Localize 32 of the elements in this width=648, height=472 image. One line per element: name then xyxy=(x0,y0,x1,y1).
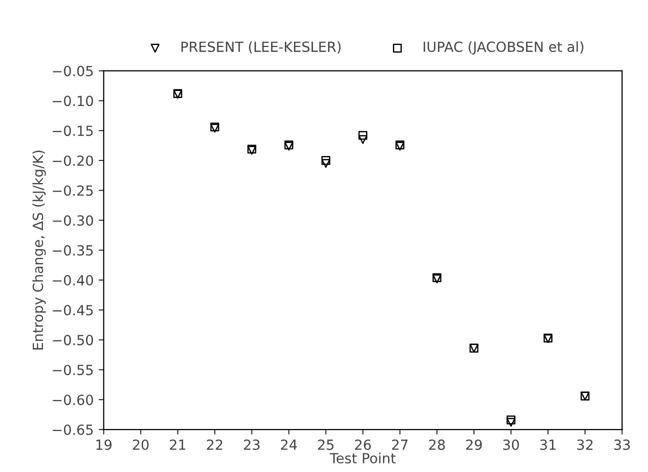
x-tick-label: 19 xyxy=(96,439,112,450)
y-tick-label: −0.50 xyxy=(52,334,94,346)
x-tick-label: 23 xyxy=(244,439,260,450)
y-tick-label: −0.15 xyxy=(52,126,93,136)
x-tick-label: 27 xyxy=(392,439,408,450)
y-tick-label: −0.55 xyxy=(52,364,93,376)
x-tick-label: 31 xyxy=(540,439,556,450)
x-tick-label: 30 xyxy=(503,439,519,450)
x-tick-label: 25 xyxy=(318,439,334,450)
y-tick-label: −0.40 xyxy=(52,275,94,286)
x-tick-label: 32 xyxy=(577,439,592,450)
y-tick-label: −0.45 xyxy=(52,304,93,316)
y-tick-label: −0.25 xyxy=(52,185,93,196)
x-axis-title: Test Point xyxy=(330,452,396,464)
y-tick-label: −0.35 xyxy=(52,245,93,256)
legend-label: PRESENT (LEE-KESLER) xyxy=(181,41,341,54)
x-tick-label: 22 xyxy=(206,439,222,450)
x-tick-label: 33 xyxy=(614,439,630,450)
legend-label: IUPAC (JACOBSEN et al) xyxy=(424,41,584,55)
y-tick-label: −0.65 xyxy=(52,424,93,435)
y-tick-label: −0.20 xyxy=(52,155,94,166)
x-tick-label: 29 xyxy=(466,439,482,450)
y-axis-title: Entropy Change, ΔS (kJ/kg/K) xyxy=(32,150,46,350)
x-tick-label: 24 xyxy=(281,439,297,450)
x-tick-label: 26 xyxy=(355,439,371,450)
y-tick-label: −0.60 xyxy=(52,394,94,406)
x-tick-label: 20 xyxy=(132,439,149,450)
x-tick-label: 21 xyxy=(170,439,186,450)
x-tick-label: 28 xyxy=(429,439,445,450)
y-tick-label: −0.30 xyxy=(52,215,94,226)
y-tick-label: −0.10 xyxy=(52,96,94,106)
y-tick-label: −0.05 xyxy=(52,66,93,76)
